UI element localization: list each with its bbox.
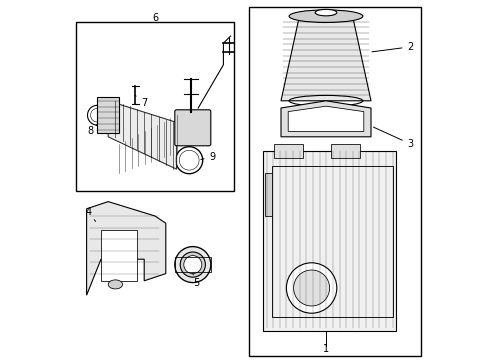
Bar: [272, 166, 392, 317]
Text: 2: 2: [372, 42, 414, 52]
Text: 5: 5: [193, 274, 199, 288]
Text: 1: 1: [323, 344, 329, 354]
Ellipse shape: [289, 10, 363, 23]
Text: 3: 3: [373, 127, 414, 149]
Bar: [101, 230, 137, 281]
Bar: [98, 97, 119, 133]
Ellipse shape: [108, 280, 122, 289]
Text: 8: 8: [87, 124, 98, 136]
Ellipse shape: [184, 256, 202, 274]
Text: 9: 9: [201, 152, 216, 162]
Bar: [76, 22, 234, 191]
FancyBboxPatch shape: [175, 110, 211, 146]
Polygon shape: [87, 202, 166, 295]
Polygon shape: [108, 101, 176, 169]
Text: 6: 6: [152, 13, 158, 23]
Bar: [274, 144, 303, 158]
Bar: [175, 257, 211, 272]
Bar: [263, 151, 396, 331]
Bar: [331, 144, 360, 158]
Text: 4: 4: [85, 207, 96, 221]
Ellipse shape: [294, 270, 330, 306]
Polygon shape: [281, 101, 371, 137]
Polygon shape: [281, 18, 371, 101]
Ellipse shape: [175, 247, 211, 283]
Ellipse shape: [315, 9, 337, 16]
Ellipse shape: [286, 263, 337, 313]
Text: 7: 7: [135, 95, 147, 108]
Bar: [265, 173, 272, 216]
Ellipse shape: [180, 252, 205, 277]
Bar: [248, 7, 421, 356]
Polygon shape: [288, 106, 364, 131]
